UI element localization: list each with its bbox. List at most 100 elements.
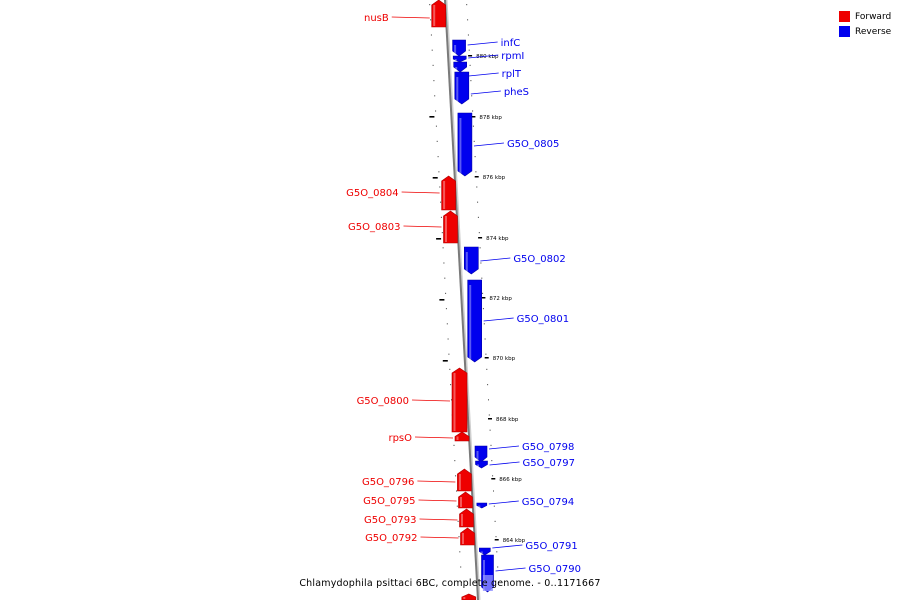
- forward-gene-G5O_0804: [441, 175, 456, 211]
- reverse-gene-G5O_0805-highlight: [459, 118, 462, 175]
- ruler-tick: [468, 55, 473, 57]
- minor-tick: [440, 216, 442, 218]
- minor-tick: [431, 49, 433, 51]
- forward-gene-G5O_0795-highlight: [460, 497, 462, 507]
- ruler-label: 864 kbp: [503, 538, 526, 544]
- reverse-gene-infC: [452, 39, 466, 57]
- minor-tick: [486, 368, 488, 370]
- reverse-gene-rpmI: [452, 55, 467, 63]
- minor-tick: [432, 64, 434, 66]
- minor-tick: [459, 551, 461, 553]
- forward-gene-rpsO-label: rpsO: [388, 433, 412, 444]
- reverse-gene-infC-leader: [467, 41, 498, 46]
- reverse-gene-G5O_0801-label: G5O_0801: [517, 314, 569, 325]
- reverse-gene-G5O_0802-label: G5O_0802: [513, 254, 565, 265]
- forward-gene-nusB-highlight: [433, 5, 436, 26]
- forward-gene-G5O_0804-label: G5O_0804: [346, 188, 398, 199]
- major-tick: [442, 360, 448, 362]
- minor-tick: [437, 156, 439, 158]
- ruler-tick: [494, 539, 499, 541]
- ruler-tick: [481, 297, 486, 299]
- forward-swatch: [839, 11, 850, 22]
- reverse-gene-G5O_0791-leader: [492, 544, 523, 549]
- minor-tick: [430, 19, 432, 21]
- minor-tick: [469, 64, 471, 66]
- reverse-gene-tail: [482, 575, 493, 591]
- minor-tick: [488, 399, 489, 401]
- minor-tick: [442, 247, 444, 249]
- minor-tick: [458, 536, 460, 538]
- reverse-gene-pheS-label: pheS: [504, 87, 529, 98]
- minor-tick: [477, 216, 479, 218]
- reverse-gene-G5O_0798-highlight: [476, 451, 479, 461]
- minor-tick: [448, 353, 450, 355]
- forward-gene-G5O_0804-highlight: [443, 181, 446, 209]
- forward-gene-G5O_0803: [443, 210, 458, 244]
- minor-tick: [497, 566, 499, 568]
- forward-gene-G5O_0792-highlight: [462, 533, 464, 544]
- minor-tick: [471, 95, 473, 97]
- minor-tick: [484, 338, 486, 340]
- forward-gene-nusB: [431, 0, 447, 28]
- reverse-gene-G5O_0802: [463, 246, 479, 275]
- reverse-gene-G5O_0791-label: G5O_0791: [525, 541, 577, 552]
- legend-item-reverse: Reverse: [839, 24, 891, 39]
- legend: Forward Reverse: [839, 9, 891, 39]
- minor-tick: [457, 520, 459, 522]
- reverse-gene-G5O_0797: [475, 460, 488, 469]
- minor-tick: [466, 4, 468, 6]
- ruler-label: 880 kbp: [476, 54, 499, 60]
- minor-tick: [470, 80, 472, 82]
- minor-tick: [478, 232, 480, 234]
- minor-tick: [494, 520, 496, 522]
- minor-tick: [473, 140, 475, 142]
- reverse-gene-G5O_0801: [467, 279, 483, 363]
- minor-tick: [482, 292, 484, 294]
- reverse-gene-G5O_0802-highlight: [465, 252, 468, 273]
- minor-tick: [435, 110, 437, 112]
- forward-gene-G5O_0796-leader: [417, 480, 456, 483]
- forward-gene-G5O_0800-leader: [411, 399, 451, 402]
- minor-tick: [446, 323, 448, 325]
- minor-tick: [476, 186, 478, 188]
- minor-tick: [475, 171, 477, 173]
- major-tick: [432, 177, 438, 179]
- reverse-gene-G5O_0797-leader: [489, 461, 520, 466]
- reverse-gene-rpmI-leader: [468, 54, 499, 59]
- reverse-gene-G5O_0794-highlight: [478, 505, 481, 507]
- ruler-label: 870 kbp: [493, 356, 516, 362]
- ruler-label: 876 kbp: [483, 175, 506, 181]
- ruler-label: 868 kbp: [496, 417, 519, 423]
- minor-tick: [472, 125, 474, 127]
- reverse-gene-G5O_0790-leader: [495, 567, 526, 572]
- minor-tick: [479, 247, 481, 249]
- reverse-gene-G5O_0805-leader: [473, 142, 504, 147]
- reverse-gene-G5O_0794: [476, 502, 488, 509]
- reverse-gene-G5O_0805-label: G5O_0805: [507, 139, 559, 150]
- forward-gene-G5O_0793-leader: [419, 518, 458, 521]
- forward-gene-G5O_0795-leader: [418, 499, 457, 502]
- minor-tick: [477, 201, 479, 203]
- minor-tick: [467, 34, 469, 36]
- minor-tick: [483, 323, 485, 325]
- forward-gene-G5O_0800-highlight: [453, 373, 456, 431]
- reverse-gene-G5O_0794-leader: [488, 500, 519, 505]
- forward-gene-G5O_0796-highlight: [458, 474, 461, 490]
- forward-gene-G5O_0793-label: G5O_0793: [364, 515, 416, 526]
- reverse-gene-G5O_0798-leader: [488, 445, 520, 450]
- forward-gene-G5O_0795: [458, 491, 473, 509]
- minor-tick: [495, 536, 497, 538]
- forward-gene-G5O_0803-leader: [403, 225, 442, 228]
- minor-tick: [487, 384, 489, 386]
- minor-tick: [447, 338, 449, 340]
- ruler-label: 874 kbp: [486, 236, 509, 242]
- reverse-gene-rpmI-label: rpmI: [501, 51, 524, 62]
- minor-tick: [429, 4, 431, 6]
- minor-tick: [430, 34, 432, 36]
- reverse-gene-G5O_0801-highlight: [469, 285, 472, 361]
- reverse-gene-pheS-leader: [470, 90, 501, 95]
- reverse-gene-pheS-highlight: [456, 77, 459, 103]
- minor-tick: [455, 475, 457, 477]
- reverse-gene-infC-highlight: [454, 45, 457, 55]
